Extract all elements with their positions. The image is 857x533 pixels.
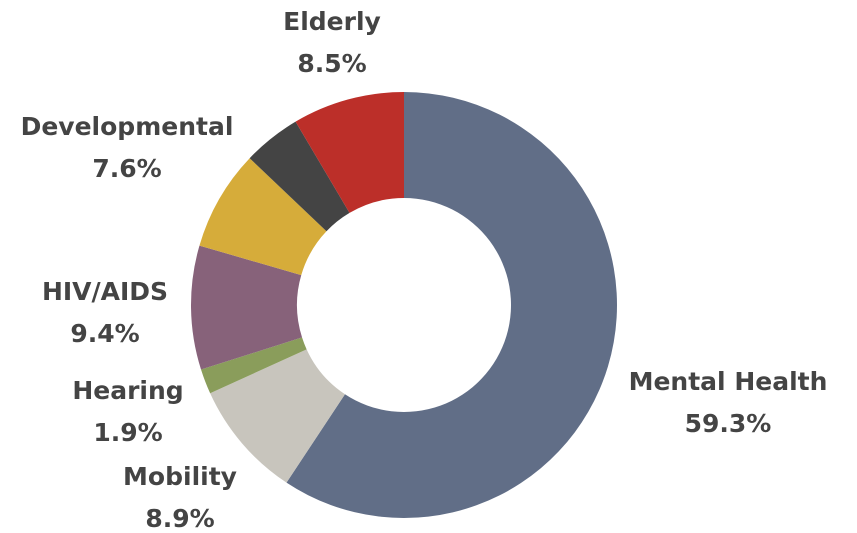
slice bbox=[286, 92, 617, 518]
slice-value: 7.6% bbox=[92, 154, 161, 183]
slice-label: Developmental bbox=[21, 112, 234, 141]
slice-value: 8.5% bbox=[297, 49, 366, 78]
slice-value: 8.9% bbox=[145, 504, 214, 533]
slice-label: Mobility bbox=[123, 462, 237, 491]
slice-value: 9.4% bbox=[70, 319, 139, 348]
slice bbox=[210, 349, 345, 483]
slice-value: 1.9% bbox=[93, 418, 162, 447]
slice bbox=[249, 121, 350, 232]
slice bbox=[199, 158, 327, 276]
slice bbox=[191, 245, 303, 370]
slice-label: Mental Health bbox=[629, 367, 828, 396]
slice bbox=[295, 92, 404, 213]
slice-value: 59.3% bbox=[685, 409, 772, 438]
slice bbox=[201, 337, 307, 394]
slice-label: Hearing bbox=[72, 376, 183, 405]
slice-label: HIV/AIDS bbox=[42, 277, 168, 306]
slice-label: Elderly bbox=[283, 7, 381, 36]
